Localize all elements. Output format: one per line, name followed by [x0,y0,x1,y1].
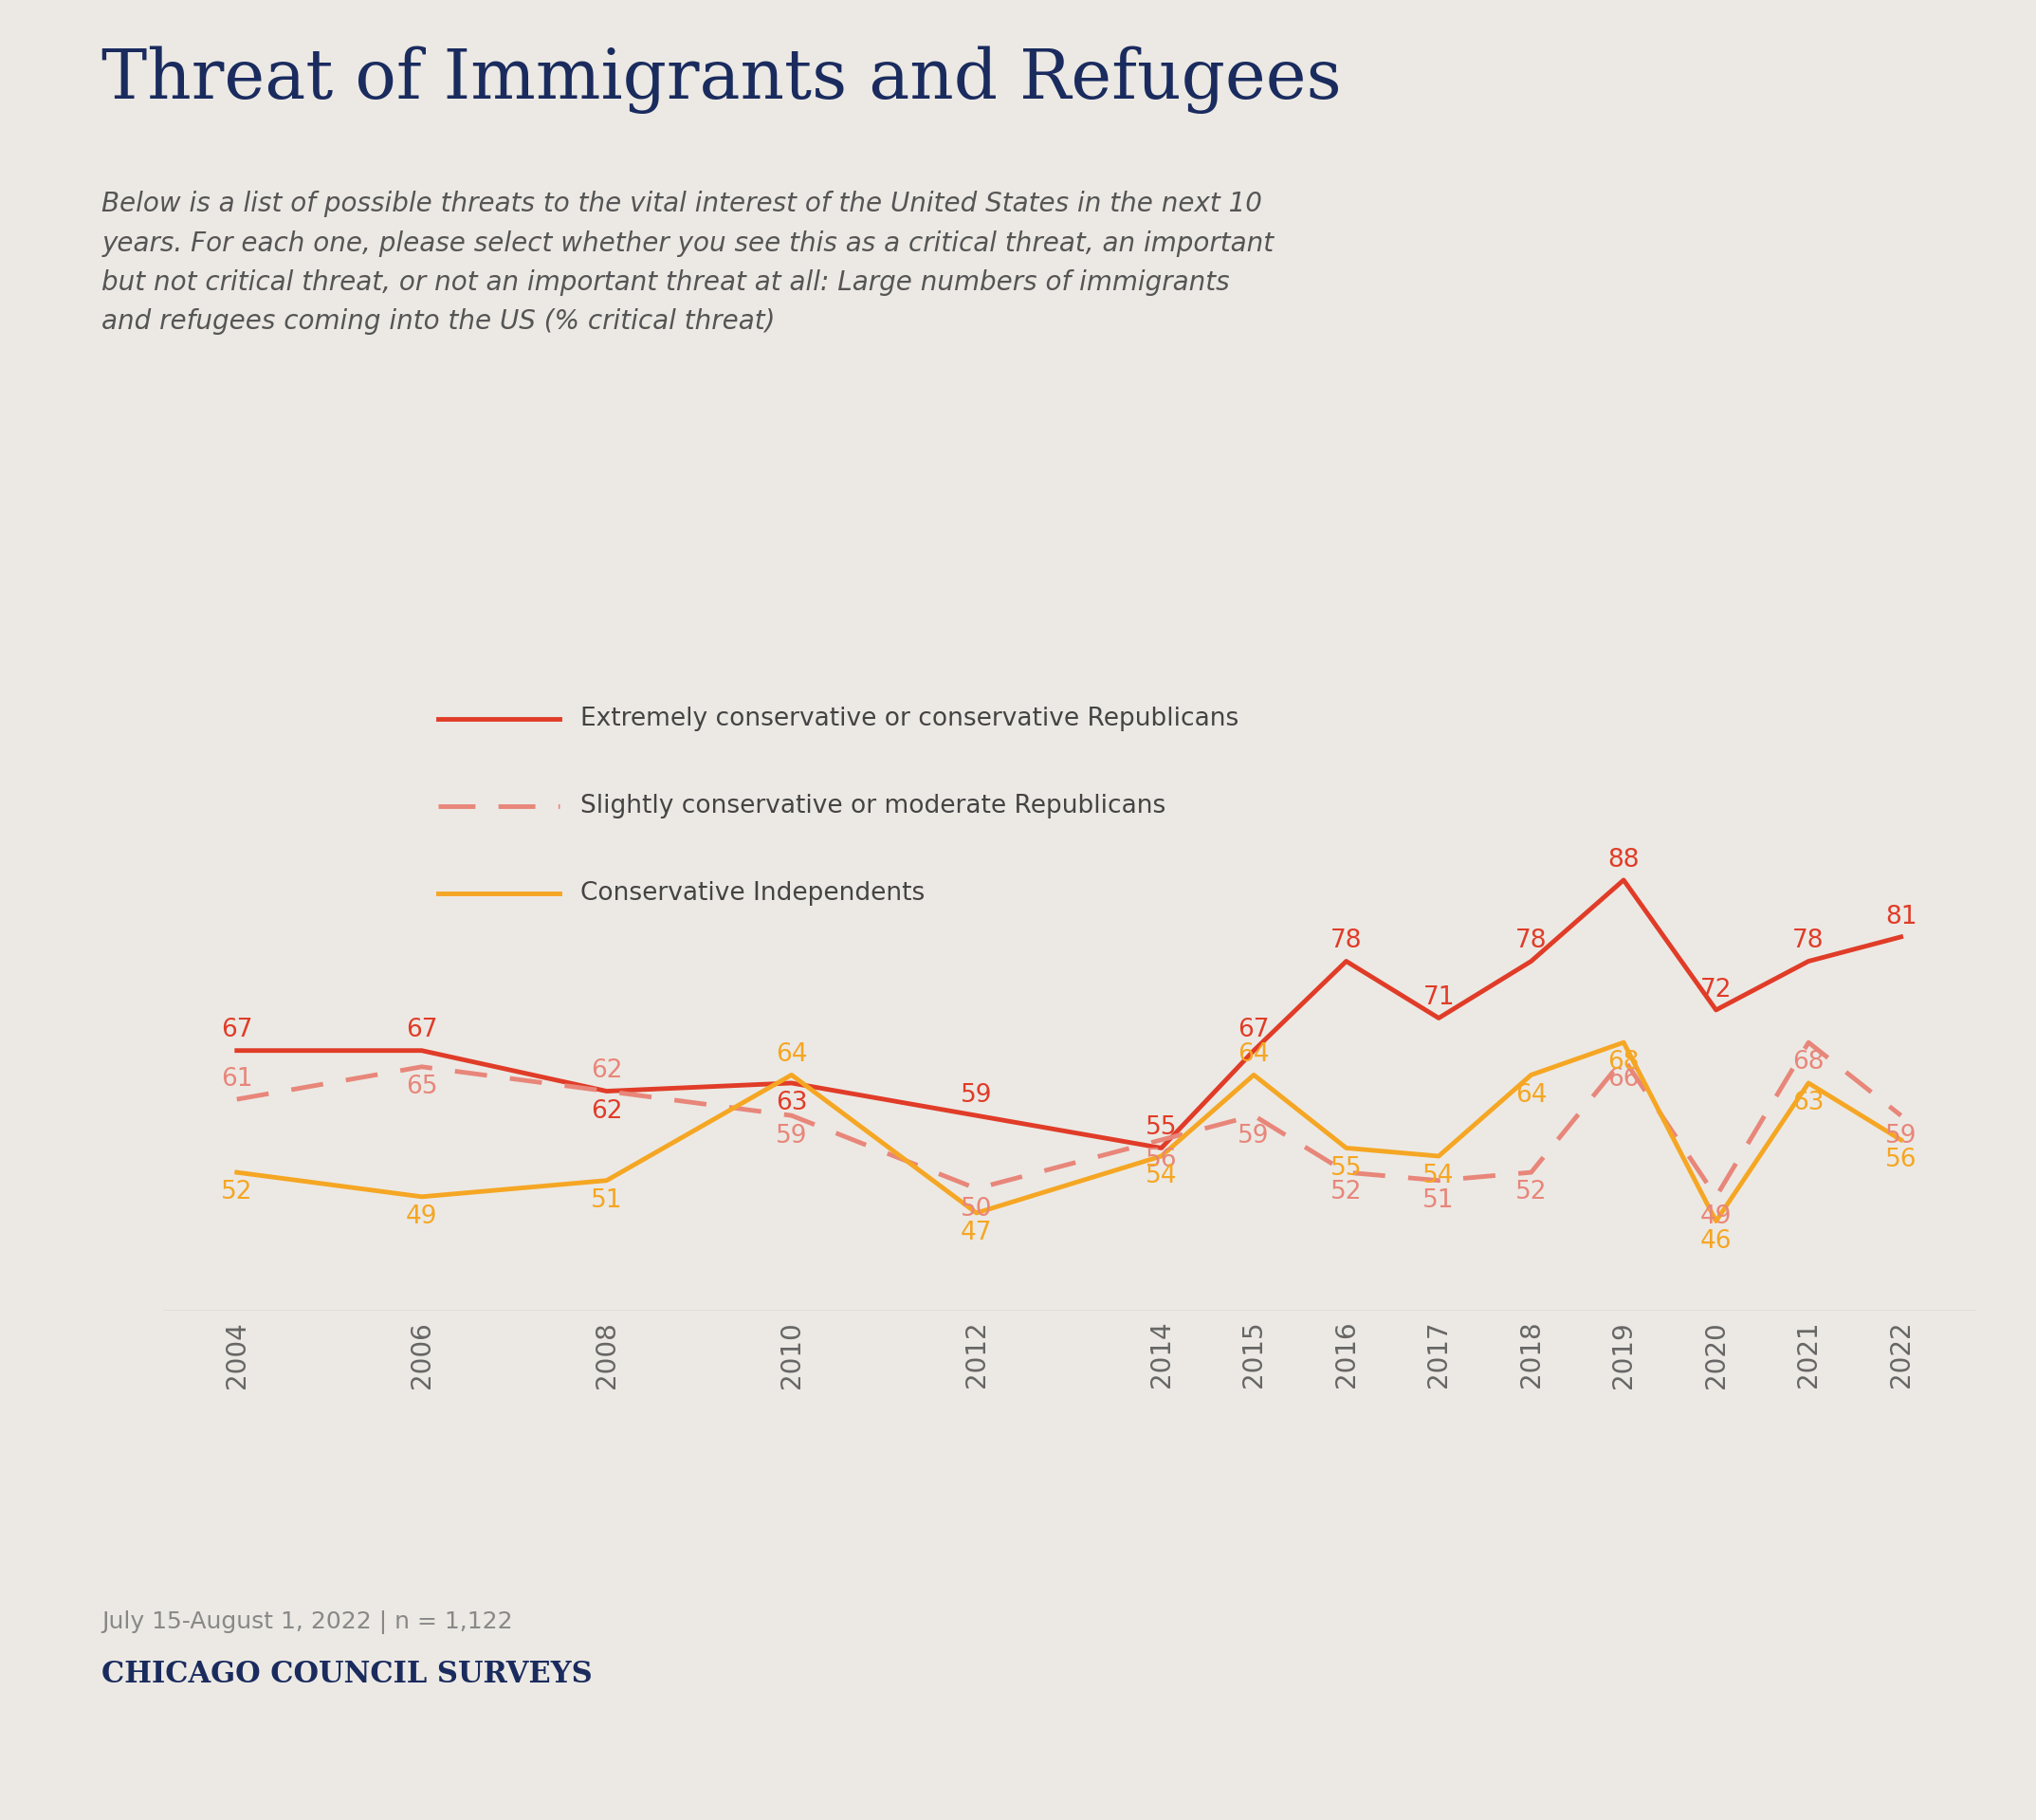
Text: 51: 51 [590,1188,623,1214]
Text: 54: 54 [1423,1165,1454,1188]
Text: 56: 56 [1146,1148,1177,1172]
Text: Slightly conservative or moderate Republicans: Slightly conservative or moderate Republ… [580,794,1165,819]
Text: 64: 64 [1238,1043,1270,1067]
Text: 64: 64 [776,1043,808,1067]
Text: 52: 52 [1515,1179,1547,1205]
Text: 46: 46 [1700,1228,1733,1254]
Text: 56: 56 [1885,1148,1916,1172]
Text: 78: 78 [1792,928,1824,954]
Text: 63: 63 [1792,1090,1824,1116]
Text: 81: 81 [1885,905,1916,928]
Text: CHICAGO COUNCIL SURVEYS: CHICAGO COUNCIL SURVEYS [102,1660,592,1689]
Text: 62: 62 [590,1099,623,1123]
Text: 51: 51 [1423,1188,1454,1214]
Text: 55: 55 [1146,1116,1177,1139]
Text: 54: 54 [1146,1165,1177,1188]
Text: 66: 66 [1608,1067,1639,1092]
Text: 55: 55 [1330,1156,1362,1181]
Text: 71: 71 [1423,985,1454,1010]
Text: 64: 64 [1515,1083,1547,1108]
Text: 78: 78 [1515,928,1547,954]
Text: 68: 68 [1792,1050,1824,1076]
Text: 62: 62 [590,1059,623,1083]
Text: 59: 59 [1238,1123,1270,1148]
Text: Conservative Independents: Conservative Independents [580,881,924,906]
Text: Below is a list of possible threats to the vital interest of the United States i: Below is a list of possible threats to t… [102,191,1275,335]
Text: 50: 50 [961,1196,992,1221]
Text: 49: 49 [1700,1205,1733,1229]
Text: 49: 49 [405,1205,438,1229]
Text: July 15-August 1, 2022 | n = 1,122: July 15-August 1, 2022 | n = 1,122 [102,1611,513,1634]
Text: 68: 68 [1608,1050,1639,1076]
Text: 63: 63 [776,1090,808,1116]
Text: 72: 72 [1700,977,1733,1003]
Text: 88: 88 [1608,848,1639,872]
Text: Extremely conservative or conservative Republicans: Extremely conservative or conservative R… [580,706,1238,732]
Text: 67: 67 [405,1017,438,1043]
Text: 65: 65 [405,1074,438,1099]
Text: 52: 52 [222,1179,252,1205]
Text: 67: 67 [1238,1017,1270,1043]
Text: 59: 59 [776,1123,808,1148]
Text: 61: 61 [222,1067,252,1092]
Text: 47: 47 [961,1221,992,1245]
Text: 52: 52 [1330,1179,1362,1205]
Text: Threat of Immigrants and Refugees: Threat of Immigrants and Refugees [102,46,1342,113]
Text: 78: 78 [1330,928,1362,954]
Text: 59: 59 [1885,1123,1916,1148]
Text: 67: 67 [222,1017,252,1043]
Text: 59: 59 [961,1083,992,1108]
